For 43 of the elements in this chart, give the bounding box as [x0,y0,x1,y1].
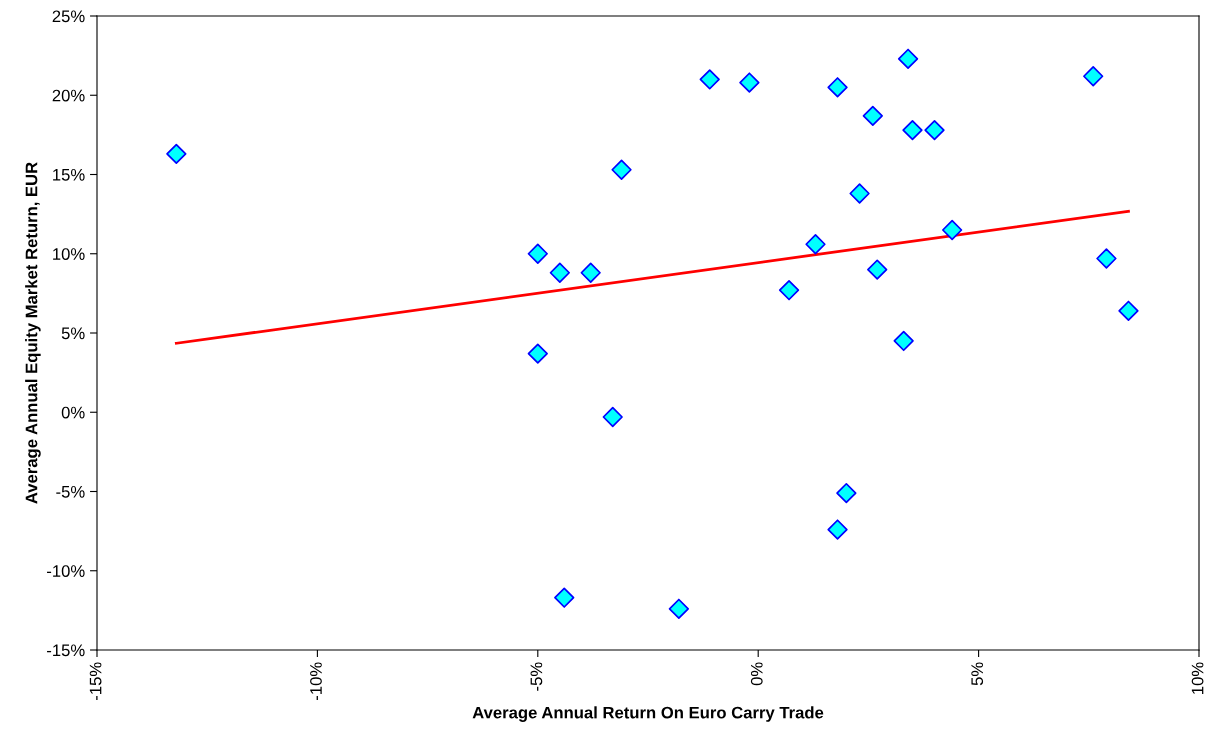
x-tick-label: 0% [750,662,763,686]
point [527,343,548,364]
x-tick-label: -5% [530,662,543,691]
point [527,243,548,264]
point [893,330,914,352]
y-axis-title: Average Annual Equity Market Return, EUR [25,162,41,504]
point [1118,300,1139,321]
y-tick-label: -10% [47,565,85,577]
y-tick-label: 0% [61,406,85,419]
point [611,159,632,180]
point [166,143,187,165]
point [849,183,870,204]
y-tick-label: -15% [47,644,85,657]
point [827,519,848,540]
x-axis-title: Average Annual Return On Euro Carry Trade [472,706,824,722]
point [668,598,690,619]
point [778,280,800,301]
point [897,48,919,69]
point [1083,66,1104,87]
y-tick-label: 20% [52,89,85,102]
x-tick-label: 5% [971,662,984,686]
point [836,482,857,504]
y-tick-label: 25% [52,10,85,23]
point [699,69,720,90]
point [924,119,945,141]
x-tick-label: -10% [310,662,322,700]
point [739,72,760,93]
y-tick-label: 5% [61,327,85,340]
point [867,259,888,280]
point [941,219,963,241]
point [554,587,575,608]
point [902,119,923,141]
y-tick-label: 10% [53,248,85,260]
y-tick-label: -5% [56,485,85,498]
point [805,234,826,255]
point [1096,248,1117,269]
point [862,105,883,127]
x-tick-label: 10% [1191,662,1204,694]
point [827,77,848,98]
point [602,406,623,428]
point [580,262,601,283]
y-tick-label: 15% [53,168,85,181]
point [549,262,570,283]
